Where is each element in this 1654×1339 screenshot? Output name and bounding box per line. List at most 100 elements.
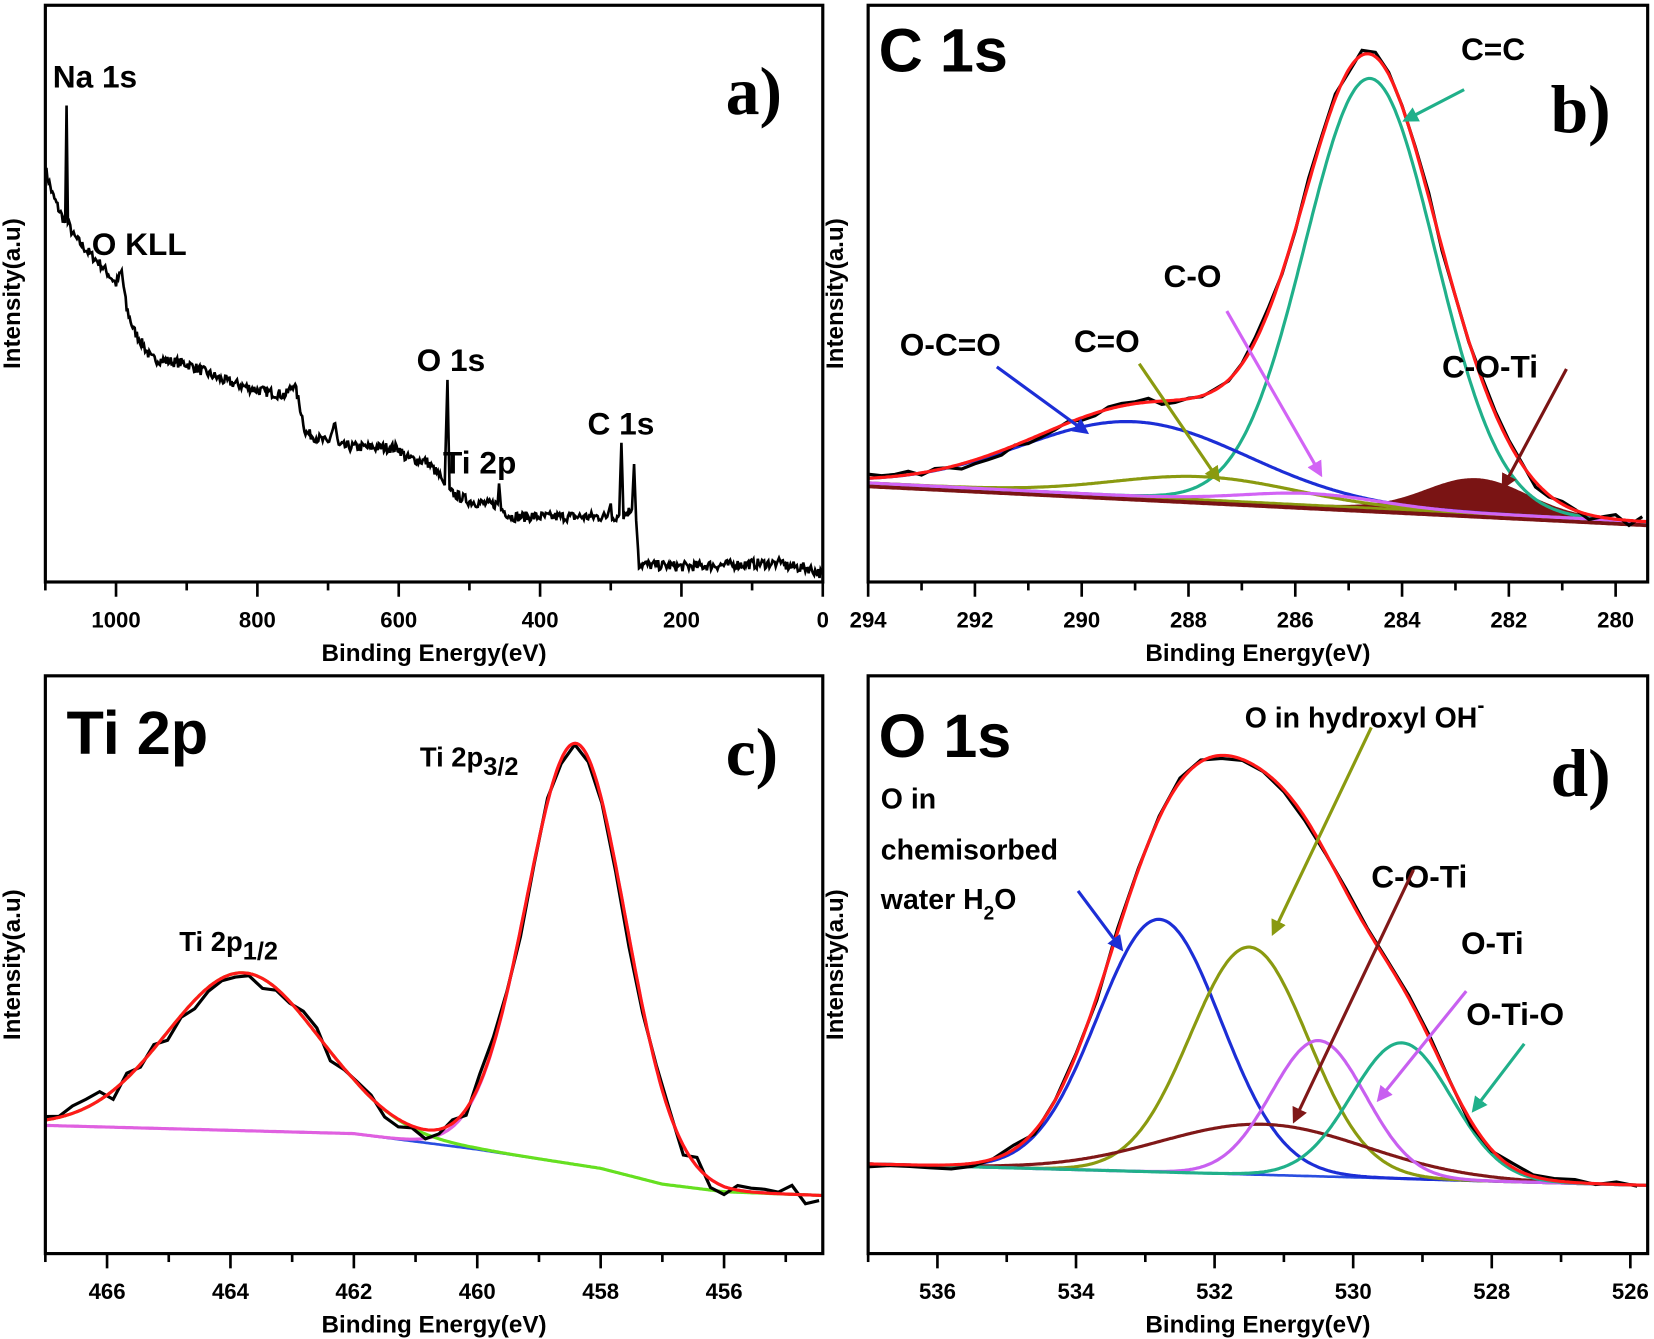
x-axis-label: Binding Energy(eV) bbox=[322, 640, 547, 667]
peak-label-ti2p: Ti 2p bbox=[443, 444, 516, 480]
panel-title-c: Ti 2p bbox=[66, 699, 208, 767]
label-o-ti-o: O-Ti-O bbox=[1466, 996, 1564, 1032]
y-axis-label: Intensity(a.u) bbox=[822, 889, 849, 1040]
component-curve-4 bbox=[868, 1041, 1648, 1187]
panel-title-d: O 1s bbox=[879, 702, 1012, 770]
panel-a: 1000 800 600 400 200 0 Binding Energy(eV) Inten… bbox=[0, 3, 829, 667]
plot-area-c bbox=[45, 741, 823, 1206]
x-tick-label: 600 bbox=[380, 607, 417, 632]
y-axis-label: Intensity(a.u) bbox=[0, 889, 26, 1040]
x-tick-label: 0 bbox=[817, 607, 829, 632]
fit-envelope-curve bbox=[868, 52, 1648, 524]
x-tick-label: 534 bbox=[1058, 1279, 1096, 1304]
panel-c: 466 464 462 460 458 456 Binding Energy(eV) Inte… bbox=[0, 674, 825, 1339]
plot-area-a bbox=[45, 105, 823, 579]
label-water-line1: O in bbox=[881, 784, 936, 816]
survey-spectrum-curve bbox=[45, 105, 823, 579]
label-c-o-ti-b: C-O-Ti bbox=[1442, 348, 1538, 384]
x-tick-label: 290 bbox=[1063, 607, 1100, 632]
component-curve-3 bbox=[868, 481, 1648, 524]
label-o-c-eq-o: O-C=O bbox=[900, 326, 1001, 362]
label-o-ti: O-Ti bbox=[1461, 925, 1524, 961]
arrow-c-eq-c bbox=[1402, 88, 1465, 122]
x-tick-label: 532 bbox=[1196, 1279, 1233, 1304]
arrow-c-eq-o bbox=[1137, 362, 1221, 483]
panel-a-annotations: a) Na 1s O KLL O 1s Ti 2p C 1s bbox=[53, 54, 782, 481]
panel-letter-c: c) bbox=[726, 715, 778, 790]
component-curve-0 bbox=[45, 741, 823, 1198]
peak-label-okll: O KLL bbox=[92, 226, 187, 262]
x-tick-label: 280 bbox=[1597, 607, 1634, 632]
label-hydroxyl: O in hydroxyl OH- bbox=[1245, 695, 1485, 735]
fit-envelope-curve bbox=[868, 753, 1648, 1187]
panel-letter-d: d) bbox=[1551, 736, 1611, 811]
arrow-o-c-eq-o bbox=[995, 365, 1090, 435]
arrow-hydroxyl bbox=[1271, 726, 1373, 936]
plot-frame-b bbox=[866, 3, 1650, 584]
label-c-eq-o: C=O bbox=[1074, 323, 1140, 359]
x-tick-label: 536 bbox=[919, 1279, 956, 1304]
x-tick-label: 292 bbox=[956, 607, 993, 632]
panel-b-annotations: C 1s b) C=C O-C=O C=O C-O C-O-Ti bbox=[879, 17, 1611, 490]
x-tick-label: 464 bbox=[212, 1279, 250, 1304]
panel-letter-a: a) bbox=[726, 54, 782, 129]
label-water-after: O bbox=[994, 884, 1016, 916]
x-tick-label: 528 bbox=[1473, 1279, 1510, 1304]
x-tick-label: 456 bbox=[706, 1279, 743, 1304]
label-ti2p12-main: Ti 2p bbox=[179, 926, 242, 957]
label-hydroxyl-sup: - bbox=[1477, 695, 1484, 718]
x-tick-label: 1000 bbox=[91, 607, 140, 632]
plot-frame-d bbox=[866, 674, 1650, 1256]
fit-envelope-curve bbox=[45, 741, 823, 1198]
plot-area-d bbox=[868, 753, 1648, 1188]
label-water-line2: chemisorbed bbox=[881, 834, 1058, 866]
plot-frame-a bbox=[43, 3, 825, 584]
x-tick-label: 286 bbox=[1277, 607, 1314, 632]
x-tick-label: 800 bbox=[239, 607, 276, 632]
label-c-eq-c: C=C bbox=[1461, 31, 1525, 67]
panel-c-annotations: Ti 2p c) Ti 2p3/2 Ti 2p1/2 bbox=[66, 699, 778, 966]
arrow-c-o-ti-d bbox=[1292, 869, 1415, 1124]
peak-label-c1s: C 1s bbox=[588, 405, 655, 441]
label-c-o-ti-d: C-O-Ti bbox=[1371, 859, 1467, 895]
arrow-c-o bbox=[1225, 310, 1323, 478]
label-water-main: water H bbox=[880, 884, 984, 916]
label-ti2p32-main: Ti 2p bbox=[420, 742, 483, 773]
plot-frame-c bbox=[43, 674, 825, 1256]
x-tick-label: 462 bbox=[335, 1279, 372, 1304]
component-curve-2 bbox=[868, 1122, 1648, 1187]
label-hydroxyl-main: O in hydroxyl OH bbox=[1245, 702, 1478, 734]
x-axis-label: Binding Energy(eV) bbox=[1145, 1312, 1370, 1339]
label-water-line3: water H2O bbox=[880, 884, 1017, 925]
experimental-curve bbox=[868, 48, 1644, 528]
x-tick-label: 530 bbox=[1335, 1279, 1372, 1304]
x-tick-label: 282 bbox=[1490, 607, 1527, 632]
y-axis-label: Intensity(a.u) bbox=[822, 218, 849, 369]
y-axis-label: Intensity(a.u) bbox=[0, 218, 26, 369]
x-tick-label: 460 bbox=[459, 1279, 496, 1304]
experimental-curve bbox=[45, 741, 820, 1206]
label-ti2p32-sub: 3/2 bbox=[483, 753, 518, 781]
arrow-o-ti bbox=[1376, 990, 1468, 1103]
label-water-sub: 2 bbox=[984, 903, 995, 924]
label-ti2p32: Ti 2p3/2 bbox=[420, 742, 519, 781]
panel-letter-b: b) bbox=[1551, 72, 1611, 147]
x-tick-label: 288 bbox=[1170, 607, 1207, 632]
arrow-o-ti-o bbox=[1471, 1042, 1526, 1113]
x-axis-label: Binding Energy(eV) bbox=[1145, 640, 1370, 667]
peak-label-na1s: Na 1s bbox=[53, 59, 137, 95]
peak-label-o1s: O 1s bbox=[417, 342, 486, 378]
arrow-c-o-ti-b bbox=[1501, 368, 1568, 490]
label-c-o: C-O bbox=[1163, 258, 1221, 294]
component-curve-1 bbox=[868, 945, 1648, 1187]
x-tick-label: 284 bbox=[1384, 607, 1422, 632]
x-tick-label: 294 bbox=[850, 607, 888, 632]
x-tick-label: 200 bbox=[663, 607, 700, 632]
arrow-water bbox=[1076, 889, 1124, 952]
panel-d-annotations: O 1s d) O in hydroxyl OH- O in chemisorb… bbox=[879, 695, 1611, 1124]
x-tick-label: 526 bbox=[1612, 1279, 1649, 1304]
plot-area-b bbox=[868, 48, 1648, 528]
component-curve-1 bbox=[45, 971, 823, 1198]
panel-b: 294 292 290 288 286 284 282 280 Binding Energy(e… bbox=[822, 3, 1650, 667]
